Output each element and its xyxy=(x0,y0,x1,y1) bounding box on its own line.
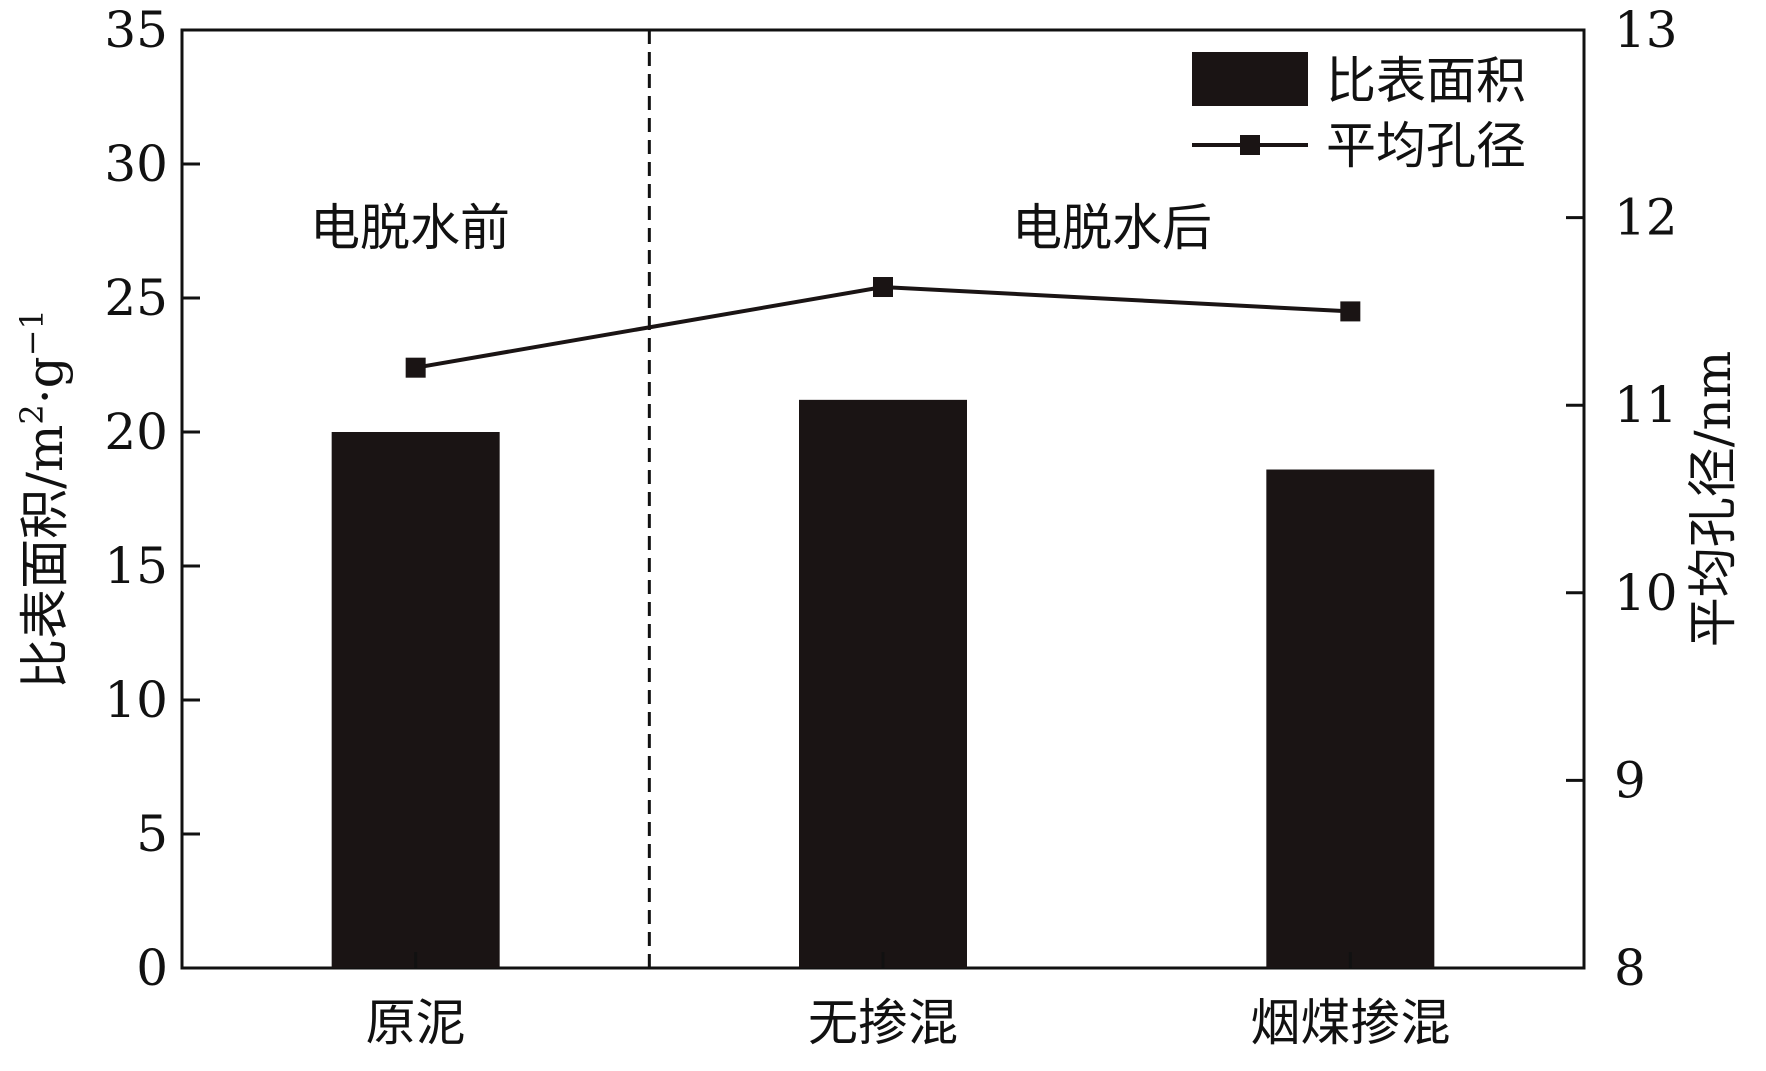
right-tick-label-2: 10 xyxy=(1614,564,1678,622)
line-layer xyxy=(405,277,1361,378)
right-tick-label-5: 13 xyxy=(1614,1,1678,59)
right-tick-label-4: 12 xyxy=(1614,189,1678,247)
line-marker-2 xyxy=(1340,301,1361,322)
y-left-title-sup2: −1 xyxy=(13,309,51,356)
left-tick-label-3: 15 xyxy=(104,537,168,595)
left-tick-label-7: 35 xyxy=(104,1,168,59)
y-left-title-sup1: 2 xyxy=(13,404,51,424)
bar-1 xyxy=(799,399,967,969)
legend: 比表面积 平均孔径 xyxy=(1192,52,1526,175)
legend-bar-label: 比表面积 xyxy=(1326,52,1526,110)
category-label-2: 烟煤掺混 xyxy=(1250,994,1450,1052)
right-tick-label-1: 9 xyxy=(1614,751,1646,809)
y-axis-left-title: 比表面积/m2·g−1 xyxy=(13,309,74,689)
line-marker-1 xyxy=(873,277,893,298)
right-tick-label-3: 11 xyxy=(1614,376,1678,434)
left-tick-label-2: 10 xyxy=(104,671,168,729)
y-axis-right-title: 平均孔径/nm xyxy=(1684,351,1742,647)
left-tick-label-5: 25 xyxy=(104,269,168,327)
right-tick-label-0: 8 xyxy=(1614,939,1646,997)
bars-layer xyxy=(331,399,1435,969)
y-left-title-mid: ·g xyxy=(16,356,74,404)
category-label-0: 原泥 xyxy=(366,994,466,1052)
bar-0 xyxy=(331,432,500,968)
line-marker-0 xyxy=(405,357,426,378)
y-left-title-main: 比表面积/m xyxy=(16,425,74,689)
left-axis-ticks: 0 5 10 15 20 25 30 35 xyxy=(104,1,200,997)
left-tick-label-6: 30 xyxy=(104,135,168,193)
bar-2 xyxy=(1266,469,1435,968)
annotation-before: 电脱水前 xyxy=(310,199,510,257)
category-labels: 原泥 无掺混 烟煤掺混 xyxy=(366,952,1450,1052)
legend-line-label: 平均孔径 xyxy=(1326,117,1526,175)
right-axis-ticks: 8 9 10 11 12 13 xyxy=(1566,1,1678,997)
legend-bar-swatch xyxy=(1192,52,1308,106)
category-label-1: 无掺混 xyxy=(808,994,958,1052)
annotation-after: 电脱水后 xyxy=(1012,199,1212,257)
left-tick-label-1: 5 xyxy=(136,805,168,863)
left-tick-label-4: 20 xyxy=(104,403,168,461)
left-tick-label-0: 0 xyxy=(136,939,168,997)
legend-line-marker xyxy=(1240,135,1260,155)
avg-pore-line xyxy=(415,285,1351,370)
